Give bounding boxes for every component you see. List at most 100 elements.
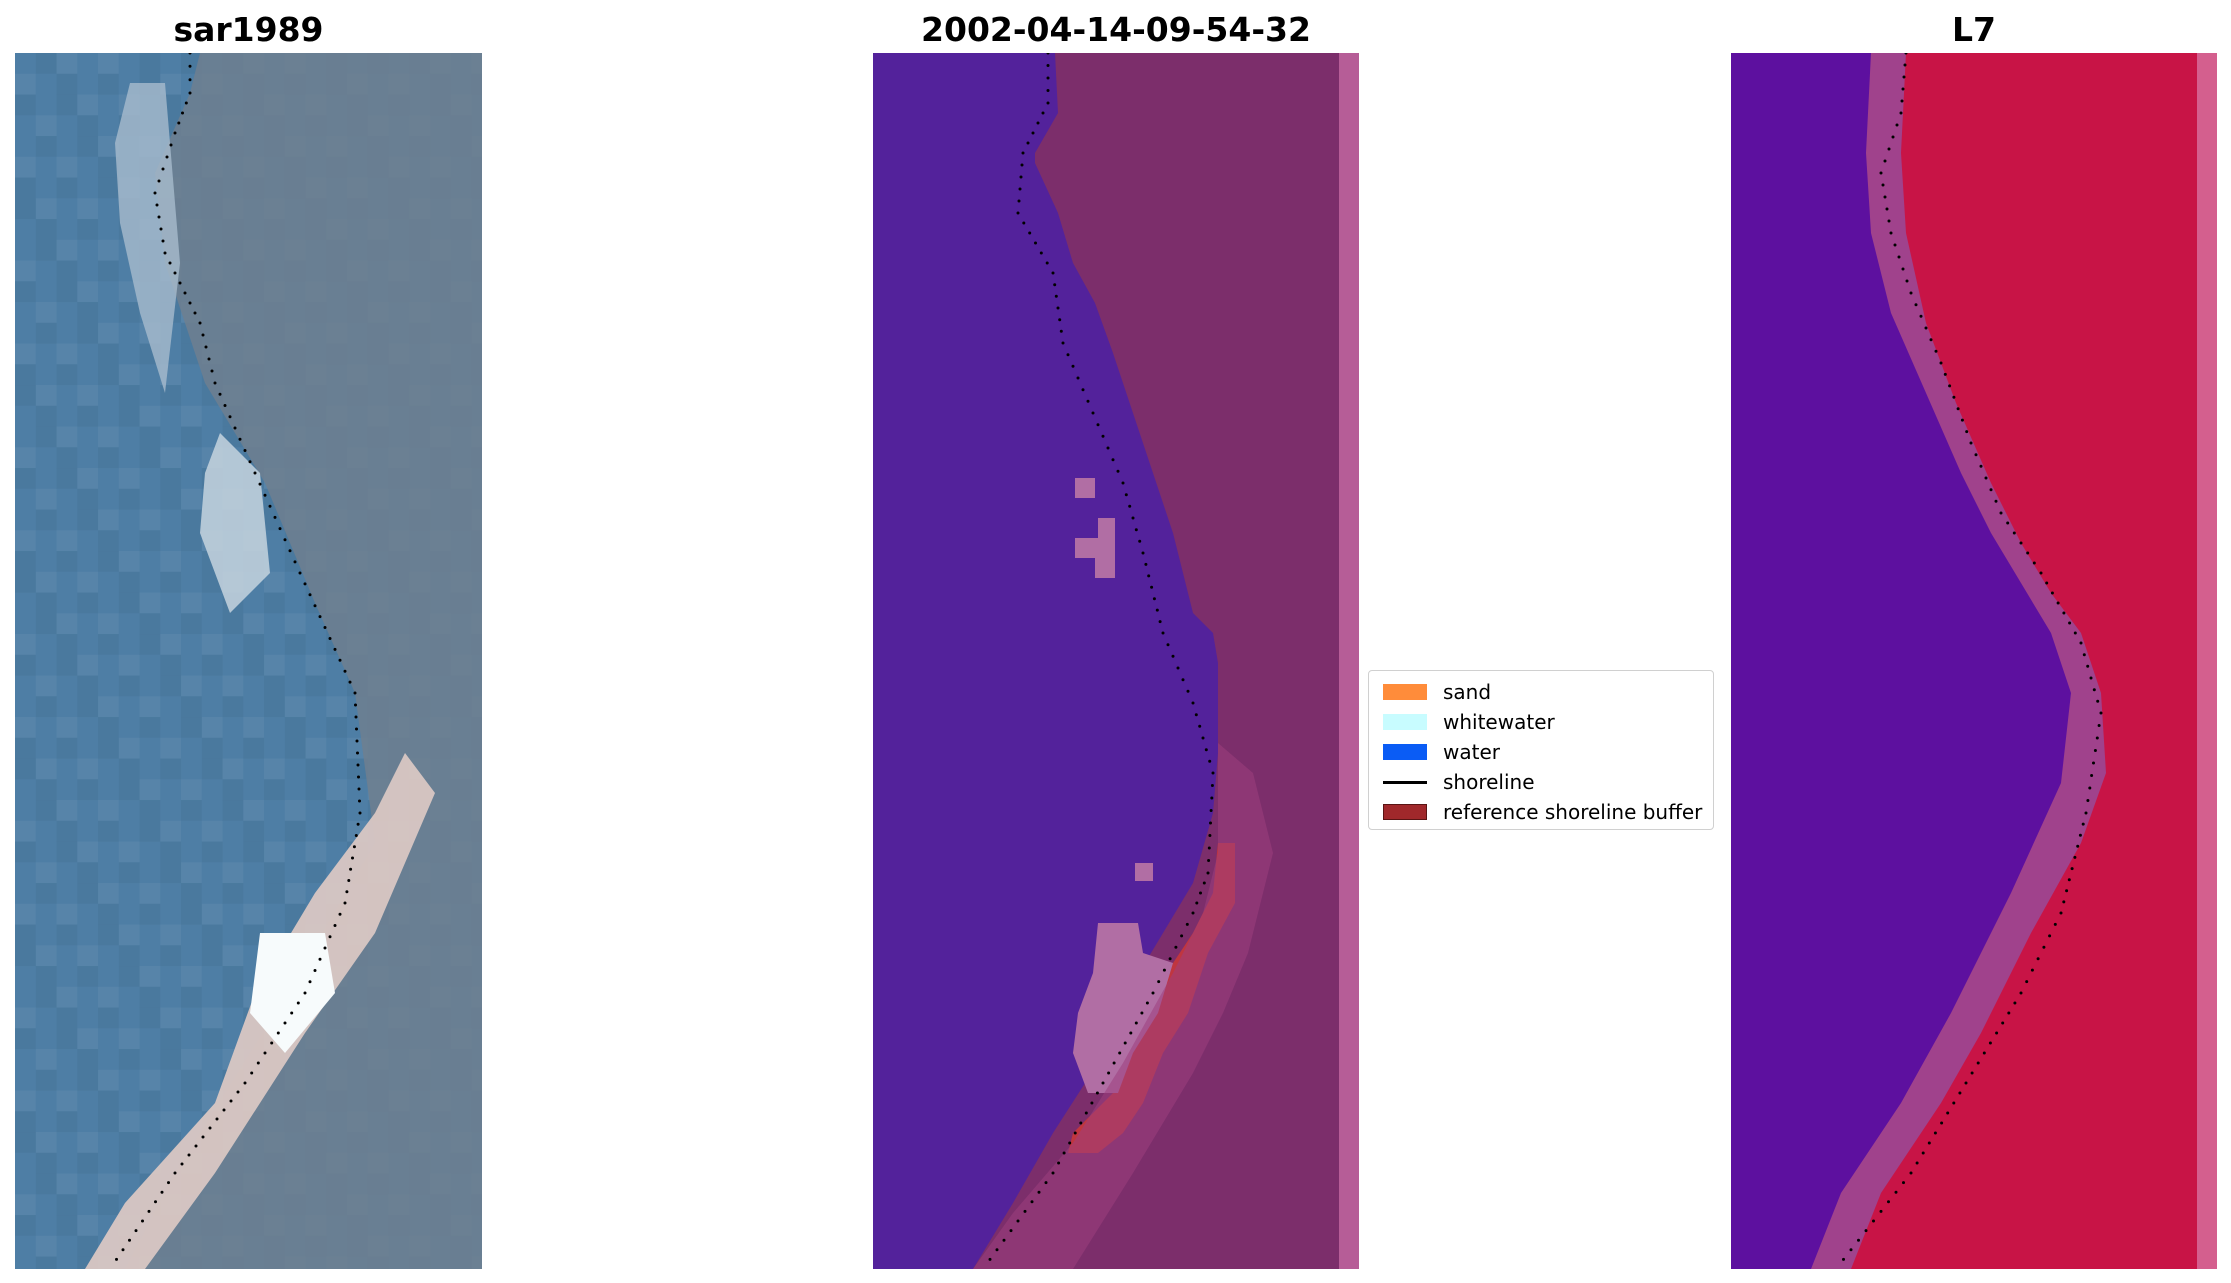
shoreline-dot: [169, 143, 173, 147]
texture-pixel: [118, 302, 140, 323]
texture-pixel: [264, 883, 285, 904]
texture-pixel: [98, 820, 119, 842]
texture-pixel: [35, 986, 57, 1008]
texture-pixel: [15, 758, 36, 780]
shoreline-dot: [1116, 469, 1120, 473]
shoreline-dot: [258, 482, 262, 486]
shoreline-dot: [1958, 1091, 1962, 1095]
texture-pixel: [98, 924, 119, 946]
texture-pixel: [77, 405, 99, 427]
texture-pixel: [326, 717, 348, 738]
shoreline-dot: [2097, 724, 2101, 727]
shoreline-dot: [165, 155, 169, 159]
texture-pixel: [305, 675, 327, 697]
texture-pixel: [77, 654, 99, 676]
shoreline-dot: [1056, 306, 1060, 310]
texture-pixel: [35, 1069, 57, 1091]
shoreline-dot: [2088, 786, 2092, 790]
shoreline-dot: [161, 167, 165, 171]
whitewater-class-patch: [1073, 923, 1173, 1093]
shoreline-dot: [1202, 881, 1206, 885]
texture-pixel: [326, 779, 348, 801]
shoreline-dot: [2062, 611, 2066, 615]
shoreline-dot: [1140, 1011, 1144, 1015]
shoreline-dot: [2090, 774, 2094, 777]
texture-pixel: [160, 820, 182, 842]
shoreline-dot: [1894, 1190, 1898, 1194]
shoreline-dot: [1849, 1248, 1853, 1252]
shoreline-dot: [1147, 574, 1151, 578]
shoreline-dot: [2039, 571, 2043, 575]
texture-pixel: [139, 820, 161, 842]
shoreline-dot: [188, 301, 192, 305]
texture-pixel: [35, 1132, 57, 1153]
shoreline-dot: [168, 261, 172, 265]
legend-item-shoreline: shoreline: [1377, 767, 1705, 797]
shoreline-dot: [2078, 833, 2082, 837]
texture-pixel: [35, 800, 57, 821]
shoreline-dot: [2070, 867, 2074, 871]
texture-pixel: [56, 1111, 78, 1133]
texture-pixel: [98, 903, 119, 925]
texture-pixel: [35, 1152, 57, 1174]
texture-pixel: [98, 447, 119, 469]
texture-pixel: [15, 468, 36, 489]
shoreline-dot: [178, 281, 182, 285]
texture-pixel: [118, 488, 140, 510]
texture-pixel: [118, 966, 140, 987]
texture-pixel: [139, 903, 161, 925]
shoreline-dot: [1106, 446, 1110, 450]
texture-pixel: [77, 509, 99, 531]
shoreline-dot: [248, 460, 252, 464]
texture-pixel: [181, 986, 202, 1008]
shoreline-dot: [204, 345, 208, 349]
shoreline-dot: [250, 1071, 254, 1075]
shoreline-dot: [183, 291, 187, 295]
shoreline-dot: [318, 615, 322, 619]
shoreline-dot: [328, 637, 332, 640]
texture-pixel: [118, 592, 140, 614]
shoreline-dot: [2082, 653, 2086, 657]
texture-pixel: [181, 509, 202, 531]
shoreline-line-swatch: [1383, 780, 1427, 784]
shoreline-dot: [253, 471, 257, 475]
shoreline-dot: [2059, 911, 2063, 915]
shoreline-dot: [1129, 1031, 1133, 1035]
texture-pixel: [15, 177, 36, 199]
shoreline-dot: [153, 191, 157, 195]
texture-pixel: [56, 239, 78, 261]
shoreline-dot: [1057, 1161, 1061, 1165]
shoreline-dot: [1194, 713, 1198, 717]
shoreline-dot: [1842, 1257, 1845, 1261]
shoreline-dot: [1946, 1111, 1950, 1115]
texture-pixel: [139, 800, 161, 821]
shoreline-dot: [2030, 968, 2034, 972]
shoreline-dot: [1046, 76, 1050, 80]
texture-pixel: [15, 1007, 36, 1029]
texture-pixel: [35, 675, 57, 697]
texture-pixel: [98, 364, 119, 386]
shoreline-dot: [2007, 1011, 2011, 1015]
texture-pixel: [305, 862, 327, 884]
texture-pixel: [98, 1090, 119, 1112]
shoreline-dot: [243, 449, 247, 452]
shoreline-dot: [352, 845, 356, 849]
texture-pixel: [222, 758, 244, 780]
texture-pixel: [56, 800, 78, 821]
texture-pixel: [77, 1069, 99, 1091]
texture-pixel: [264, 696, 285, 718]
texture-pixel: [326, 800, 348, 821]
texture-pixel: [326, 820, 348, 842]
shoreline-dot: [2092, 761, 2095, 765]
shoreline-dot: [157, 179, 161, 183]
texture-pixel: [15, 385, 36, 406]
shoreline-dot: [1058, 318, 1062, 322]
texture-pixel: [243, 903, 265, 925]
texture-pixel: [15, 945, 36, 967]
texture-pixel: [56, 634, 78, 655]
texture-pixel: [56, 654, 78, 676]
texture-pixel: [243, 634, 265, 655]
texture-pixel: [77, 219, 99, 240]
shoreline-dot: [187, 1153, 191, 1157]
texture-pixel: [181, 405, 202, 427]
